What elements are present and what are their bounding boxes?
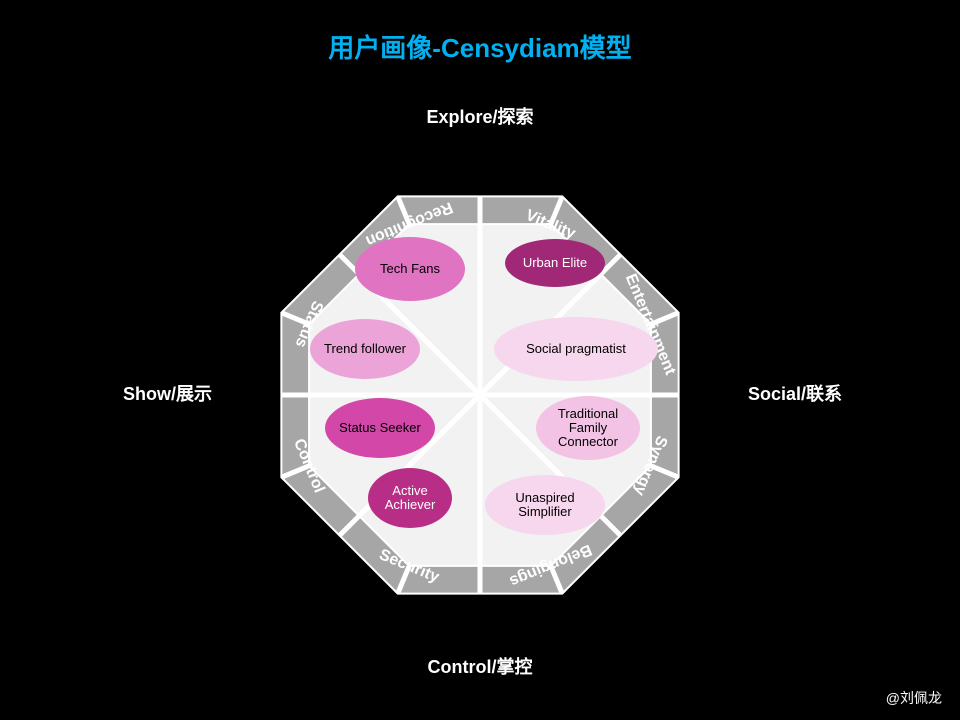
bubble-label-trend-follower: Trend follower [324, 341, 407, 356]
bubble-label-family-connector: Traditional [558, 406, 618, 421]
bubble-label-urban-elite: Urban Elite [523, 255, 587, 270]
credit: @刘佩龙 [886, 688, 942, 708]
censydiam-diagram: VitalityEntertainmentSynergyBelongingsSe… [0, 0, 960, 720]
bubble-label-status-seeker: Status Seeker [339, 420, 421, 435]
bubble-label-active-achiever: Active [392, 483, 427, 498]
bubble-label-tech-fans: Tech Fans [380, 261, 440, 276]
bubble-label-social-pragmatist: Social pragmatist [526, 341, 626, 356]
axis-label-top: Explore/探索 [426, 106, 533, 127]
bubble-label-family-connector: Family [569, 420, 608, 435]
bubble-urban-elite: Urban Elite [505, 239, 605, 287]
bubble-social-pragmatist: Social pragmatist [494, 317, 658, 381]
bubble-tech-fans: Tech Fans [355, 237, 465, 301]
bubble-family-connector: TraditionalFamilyConnector [536, 396, 640, 460]
bubble-label-active-achiever: Achiever [385, 497, 436, 512]
axis-label-right: Social/联系 [748, 384, 842, 404]
bubble-label-unaspired: Simplifier [518, 504, 572, 519]
bubble-status-seeker: Status Seeker [325, 398, 435, 458]
bubble-trend-follower: Trend follower [310, 319, 420, 379]
axis-label-bottom: Control/掌控 [428, 656, 533, 677]
bubble-active-achiever: ActiveAchiever [368, 468, 452, 528]
bubble-label-family-connector: Connector [558, 434, 619, 449]
bubble-label-unaspired: Unaspired [515, 490, 574, 505]
bubble-unaspired: UnaspiredSimplifier [485, 475, 605, 535]
axis-label-left: Show/展示 [123, 384, 212, 404]
